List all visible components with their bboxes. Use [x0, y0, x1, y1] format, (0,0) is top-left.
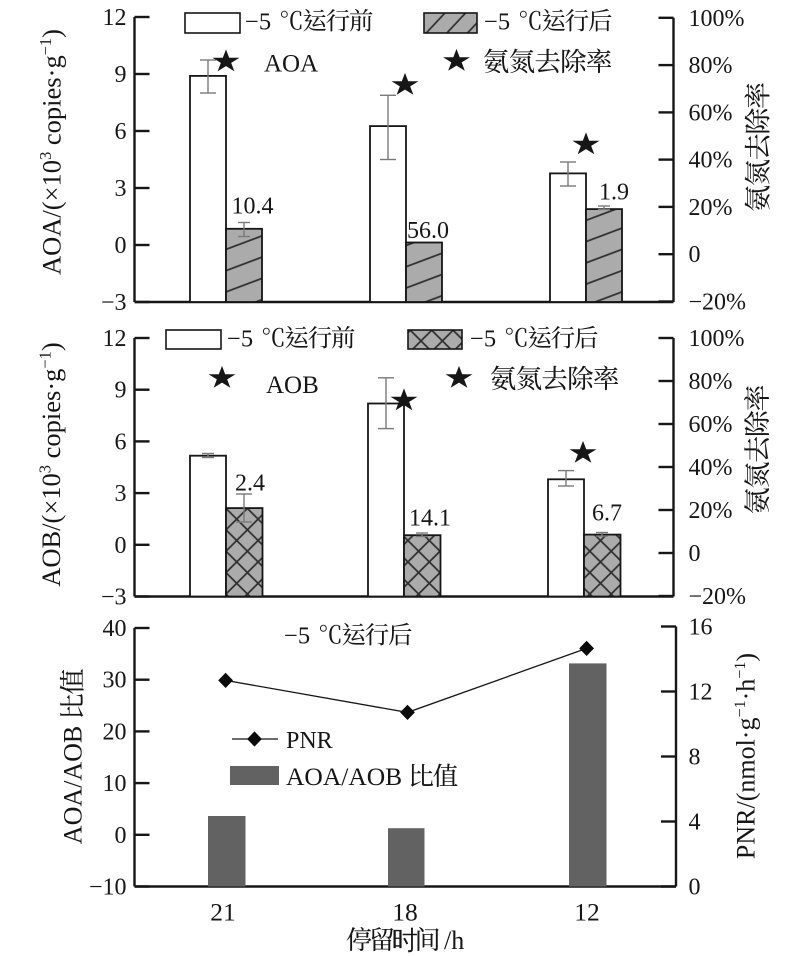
svg-text:AOA/(×10: AOA/(×10	[37, 160, 67, 275]
svg-text:−20%: −20%	[689, 584, 747, 610]
svg-text:20%: 20%	[689, 498, 733, 524]
svg-text:AOB/(×10: AOB/(×10	[36, 473, 66, 587]
svg-text:12: 12	[103, 5, 127, 31]
svg-text:40%: 40%	[689, 455, 733, 481]
svg-text:−3: −3	[101, 585, 127, 611]
svg-text:PNR: PNR	[286, 728, 333, 754]
svg-text:·h: ·h	[732, 679, 761, 701]
svg-text:copies·g: copies·g	[36, 369, 66, 465]
svg-text:−3: −3	[101, 290, 127, 316]
svg-text:−1: −1	[36, 351, 55, 368]
svg-text:): )	[36, 342, 66, 351]
svg-text:6.7: 6.7	[592, 501, 622, 527]
svg-text:40%: 40%	[689, 148, 733, 174]
svg-text:−1: −1	[732, 700, 749, 717]
svg-text:−10: −10	[89, 875, 127, 901]
svg-text:4: 4	[689, 810, 701, 836]
svg-text:1.9: 1.9	[599, 180, 629, 206]
svg-text:0: 0	[689, 875, 701, 901]
svg-text:6: 6	[115, 429, 127, 455]
svg-text:3: 3	[36, 152, 55, 160]
svg-text:PNR/(nmol·g: PNR/(nmol·g	[732, 718, 761, 860]
svg-text:0: 0	[689, 242, 701, 268]
svg-text:20%: 20%	[689, 195, 733, 221]
svg-text:6: 6	[115, 119, 127, 145]
svg-text:40: 40	[103, 616, 127, 642]
svg-text:AOB: AOB	[266, 372, 319, 399]
svg-text:12: 12	[574, 898, 600, 927]
svg-text:−5: −5	[227, 326, 259, 353]
svg-text:100%: 100%	[689, 326, 745, 352]
svg-text:12: 12	[689, 680, 713, 706]
svg-text:−1: −1	[732, 662, 749, 679]
svg-text:30: 30	[103, 668, 127, 694]
svg-text:14.1: 14.1	[409, 506, 451, 532]
svg-text:0: 0	[115, 533, 127, 559]
svg-text:60%: 60%	[689, 100, 733, 126]
svg-text:0: 0	[115, 233, 127, 259]
svg-text:80%: 80%	[689, 53, 733, 79]
svg-text:10: 10	[103, 771, 127, 797]
svg-text:9: 9	[115, 62, 127, 88]
svg-text:): )	[732, 653, 761, 662]
svg-text:80%: 80%	[689, 369, 733, 395]
svg-text:3: 3	[36, 465, 55, 473]
svg-text:20: 20	[103, 719, 127, 745]
svg-text:16: 16	[689, 615, 713, 641]
svg-text:12: 12	[103, 326, 127, 352]
svg-text:copies·g: copies·g	[37, 55, 67, 151]
svg-text:0: 0	[689, 541, 701, 567]
svg-text:56.0: 56.0	[407, 218, 449, 244]
svg-text:−5: −5	[484, 9, 516, 36]
svg-text:2.4: 2.4	[235, 471, 265, 497]
svg-text:8: 8	[689, 745, 701, 771]
svg-text:60%: 60%	[689, 412, 733, 438]
svg-text:AOA/AOB: AOA/AOB	[59, 719, 88, 844]
svg-text:10.4: 10.4	[232, 194, 274, 220]
svg-text:9: 9	[115, 378, 127, 404]
svg-text:−5: −5	[470, 326, 502, 353]
svg-text:−5: −5	[284, 623, 316, 650]
svg-text:−5: −5	[245, 9, 277, 36]
svg-text:AOA: AOA	[264, 51, 318, 78]
svg-text:): )	[37, 29, 67, 38]
svg-text:−1: −1	[36, 38, 55, 55]
svg-text:AOA/AOB: AOA/AOB	[286, 762, 409, 791]
svg-text:3: 3	[115, 481, 127, 507]
svg-text:18: 18	[392, 898, 418, 927]
svg-text:−20%: −20%	[689, 290, 747, 316]
svg-text:100%: 100%	[689, 6, 745, 32]
svg-text:0: 0	[115, 823, 127, 849]
svg-text:/h: /h	[438, 926, 465, 955]
svg-text:3: 3	[115, 176, 127, 202]
svg-text:21: 21	[210, 898, 236, 927]
